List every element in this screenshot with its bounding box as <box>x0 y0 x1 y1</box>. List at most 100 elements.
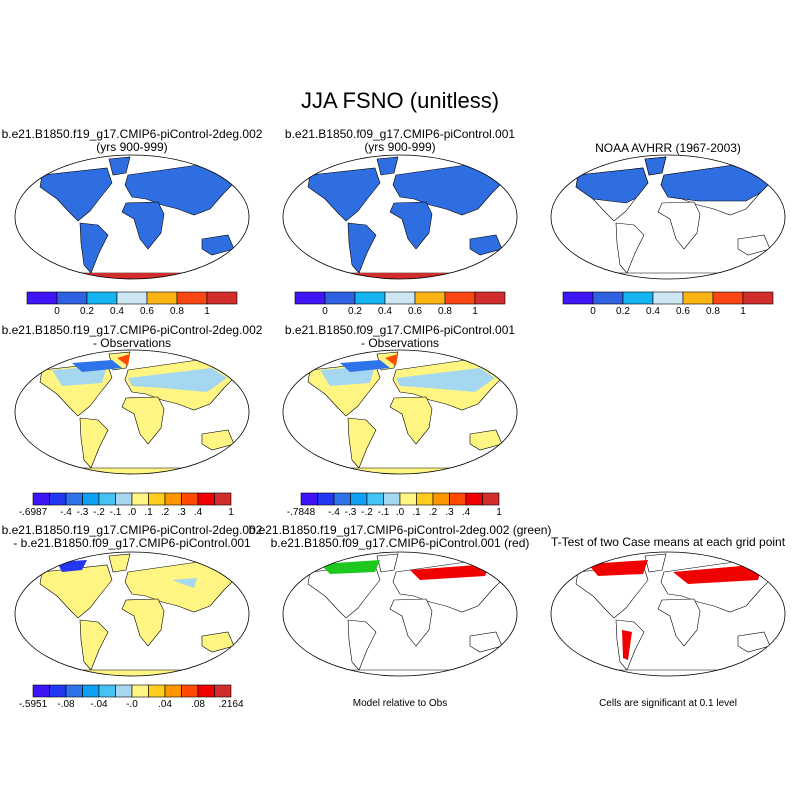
colorbar-box <box>592 291 624 305</box>
map-border <box>282 154 518 280</box>
colorbar-label: 1 <box>228 507 234 518</box>
world-map <box>550 551 786 677</box>
panel-title: b.e21.B1850.f19_g17.CMIP6-piControl-2deg… <box>2 524 263 550</box>
colorbar-label: 1 <box>496 507 502 518</box>
colorbar-box <box>366 492 384 506</box>
colorbar-box <box>176 291 208 305</box>
world-map <box>282 349 518 475</box>
colorbar-label: -.4 <box>328 507 340 518</box>
colorbar-label: 0.8 <box>438 306 452 317</box>
colorbar-box <box>414 291 446 305</box>
colorbar-label: 0.8 <box>706 306 720 317</box>
world-map <box>14 349 250 475</box>
colorbar-box <box>652 291 684 305</box>
map-border <box>14 154 250 280</box>
panel-note: Cells are significant at 0.1 level <box>599 698 737 709</box>
colorbar-box <box>465 492 483 506</box>
panel-note: Model relative to Obs <box>352 698 448 709</box>
colorbar-label: 0.2 <box>80 306 94 317</box>
panel-title: b.e21.B1850.f19_g17.CMIP6-piControl-2deg… <box>249 524 552 550</box>
colorbar-label: -.3 <box>345 507 357 518</box>
colorbar-box <box>742 291 774 305</box>
world-map <box>550 154 786 280</box>
figure-title: JJA FSNO (unitless) <box>300 88 500 113</box>
colorbar-box <box>32 684 50 698</box>
panel-title-line2: - Observations <box>92 336 172 350</box>
colorbar-label: -.04 <box>90 699 108 710</box>
map-border <box>14 551 250 677</box>
colorbar-box <box>562 291 594 305</box>
colorbar-box <box>131 492 149 506</box>
colorbar-label: .3 <box>445 507 454 518</box>
colorbar-label: .2 <box>429 507 438 518</box>
colorbar-label: .1 <box>412 507 421 518</box>
colorbar-box <box>294 291 326 305</box>
colorbar-label: -.2 <box>93 507 105 518</box>
map-border <box>282 551 518 677</box>
colorbar-label: 0.4 <box>646 306 660 317</box>
colorbar-label: 0.2 <box>348 306 362 317</box>
colorbar-box <box>432 492 450 506</box>
colorbar-box <box>324 291 356 305</box>
colorbar-box <box>49 492 67 506</box>
panel-title-line1: b.e21.B1850.f09_g17.CMIP6-piControl.001 <box>284 323 516 337</box>
panel-title: b.e21.B1850.f09_g17.CMIP6-piControl.001(… <box>285 128 515 154</box>
colorbar-box <box>164 684 182 698</box>
colorbar-box <box>197 492 215 506</box>
colorbar-label: -.1 <box>110 507 122 518</box>
colorbar-label: 0.6 <box>140 306 154 317</box>
world-map <box>282 154 518 280</box>
panel-title-line2: (yrs 900-999) <box>364 140 436 154</box>
colorbar-box <box>449 492 467 506</box>
colorbar-label: 1 <box>472 306 478 317</box>
colorbar-label: 0.8 <box>170 306 184 317</box>
map-border <box>550 551 786 677</box>
colorbar-label: 1 <box>204 306 210 317</box>
colorbar-label: .4 <box>194 507 203 518</box>
colorbar-box <box>82 492 100 506</box>
colorbar-box <box>712 291 744 305</box>
panel-title: b.e21.B1850.f19_g17.CMIP6-piControl-2deg… <box>2 128 263 154</box>
panel-title-line2: - b.e21.B1850.f09_g17.CMIP6-piControl.00… <box>13 536 251 550</box>
colorbar-label: -.5951 <box>19 699 48 710</box>
colorbar-box <box>682 291 714 305</box>
map-border <box>550 154 786 280</box>
colorbar-box <box>300 492 318 506</box>
colorbar-label: 0 <box>322 306 328 317</box>
colorbar-label: -.2 <box>361 507 373 518</box>
colorbar-label: 1 <box>740 306 746 317</box>
colorbar-label: -.6987 <box>19 507 48 518</box>
colorbar-label: .1 <box>144 507 153 518</box>
colorbar-label: .3 <box>177 507 186 518</box>
panel-title-line2: (yrs 900-999) <box>96 140 168 154</box>
colorbar-box <box>115 684 133 698</box>
panel-title-line1: b.e21.B1850.f09_g17.CMIP6-piControl.001 <box>284 127 516 141</box>
colorbar-box <box>181 492 199 506</box>
colorbar-label: -.4 <box>60 507 72 518</box>
colorbar-label: -.08 <box>57 699 75 710</box>
colorbar-label: .0 <box>396 507 405 518</box>
colorbar-box <box>333 492 351 506</box>
colorbar-box <box>444 291 476 305</box>
colorbar: 0 0.2 0.4 0.6 0.8 1 <box>562 291 774 317</box>
colorbar-box <box>482 492 500 506</box>
colorbar-label: 0 <box>54 306 60 317</box>
panel-title: b.e21.B1850.f09_g17.CMIP6-piControl.001-… <box>285 324 515 350</box>
colorbar: -.5951 -.08 -.04 -.0 .04 .08 .2164 <box>19 684 244 710</box>
colorbar-label: 0.4 <box>110 306 124 317</box>
colorbar-box <box>49 684 67 698</box>
world-map <box>282 551 518 677</box>
panel-title-line1: T-Test of two Case means at each grid po… <box>550 535 786 549</box>
colorbar-box <box>26 291 58 305</box>
colorbar-box <box>214 492 232 506</box>
colorbar-box <box>131 684 149 698</box>
panel-title: b.e21.B1850.f19_g17.CMIP6-piControl-2deg… <box>2 324 263 350</box>
colorbar-label: .0 <box>128 507 137 518</box>
colorbar-label: .08 <box>191 699 205 710</box>
panel-title: T-Test of two Case means at each grid po… <box>551 536 785 549</box>
colorbar-box <box>65 684 83 698</box>
colorbar-label: 0.4 <box>378 306 392 317</box>
colorbar-box <box>32 492 50 506</box>
colorbar: 0 0.2 0.4 0.6 0.8 1 <box>26 291 238 317</box>
